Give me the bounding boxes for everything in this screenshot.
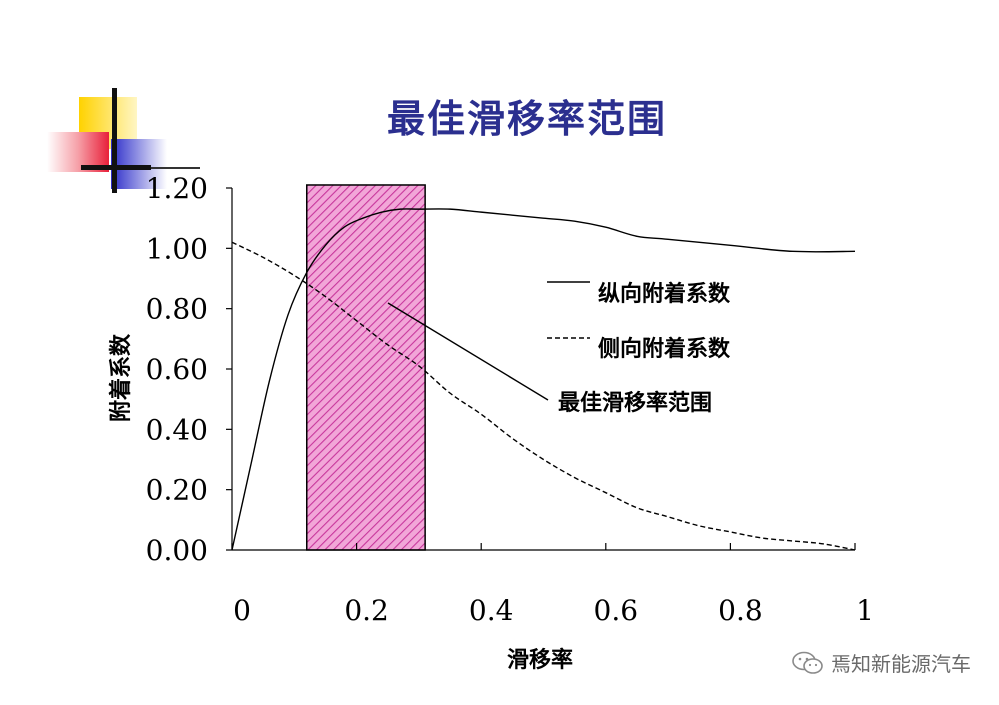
legend-label: 侧向附着系数 [598, 336, 731, 362]
y-tick-label: 0.20 [146, 474, 208, 507]
legend-label: 纵向附着系数 [598, 281, 731, 307]
y-axis-title: 附着系数 [108, 333, 134, 422]
y-tick-label: 1.20 [146, 172, 208, 205]
legend-label: 最佳滑移率范围 [558, 390, 712, 416]
x-tick-label: 0 [233, 594, 251, 627]
series-longitudinal-line [231, 208, 856, 551]
corner-decoration [47, 88, 200, 193]
page-title: 最佳滑移率范围 [386, 96, 667, 141]
watermark: 焉知新能源汽车 [791, 648, 971, 677]
wechat-icon [792, 651, 823, 674]
y-tick-label: 0.80 [146, 293, 208, 326]
x-tick-label: 0.2 [344, 594, 389, 627]
optimal-slip-band [306, 184, 426, 551]
x-tick-label: 1 [856, 594, 874, 627]
deco-blue-square [111, 139, 167, 189]
x-tick-label: 0.8 [718, 594, 763, 627]
band-pointer-line [387, 302, 549, 401]
deco-vertical-line [112, 88, 117, 193]
y-tick-label: 0.40 [146, 413, 208, 446]
y-tick-label: 1.00 [146, 232, 208, 265]
x-tick-label: 0.4 [469, 594, 514, 627]
y-tick-label: 0.00 [146, 534, 208, 567]
series-lateral-line [231, 241, 856, 551]
x-axis-title: 滑移率 [507, 647, 573, 673]
y-tick-label: 0.60 [146, 353, 208, 386]
x-tick-label: 0.6 [594, 594, 639, 627]
watermark-text: 焉知新能源汽车 [831, 652, 971, 676]
